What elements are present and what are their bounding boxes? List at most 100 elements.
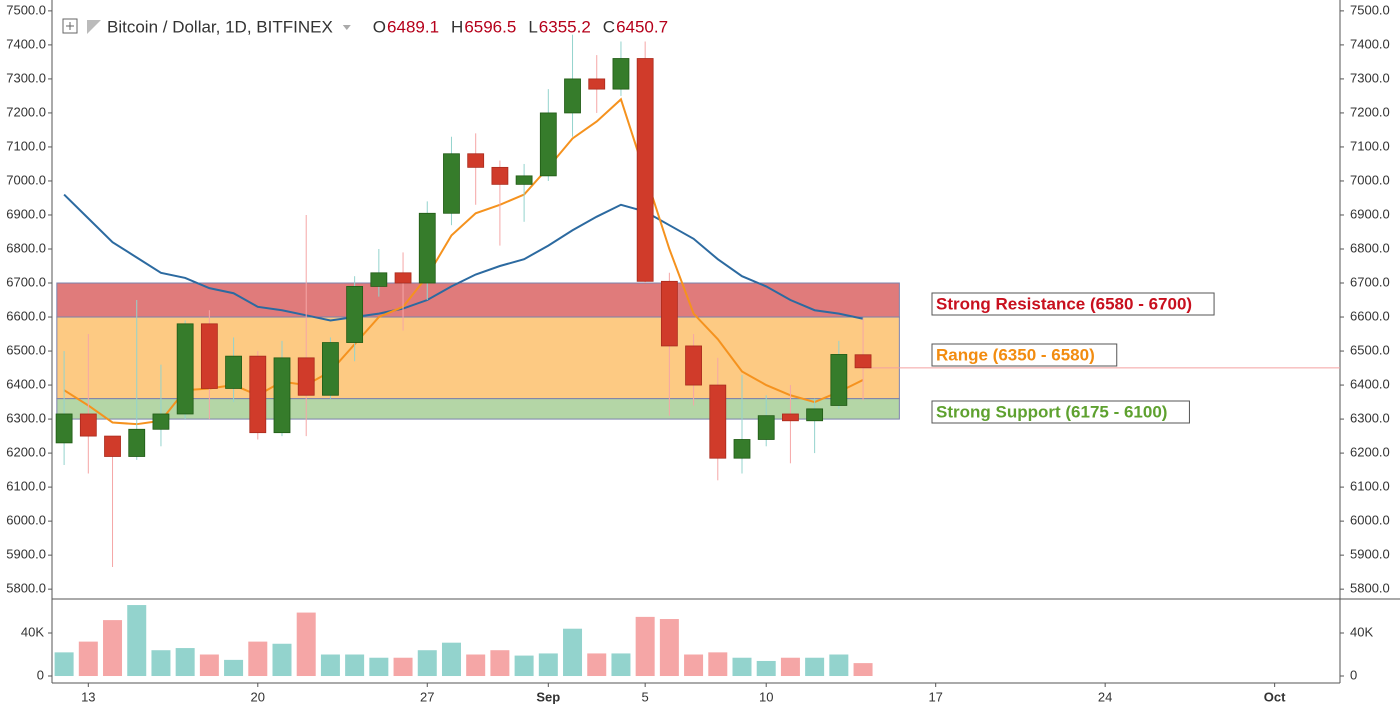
- y-tick-label: 6000.0: [6, 513, 46, 528]
- expand-icon[interactable]: [62, 18, 78, 34]
- y2-tick-label: 6800.0: [1350, 240, 1390, 255]
- y-tick-label: 7000.0: [6, 172, 46, 187]
- volume-bar: [272, 643, 292, 677]
- candle-body: [757, 415, 775, 440]
- y2-tick-label: 6100.0: [1350, 479, 1390, 494]
- x-tick-label: Sep: [536, 689, 560, 704]
- candle-body: [79, 413, 97, 437]
- volume-bar: [78, 641, 98, 677]
- x-tick-label: 27: [420, 689, 434, 704]
- volume-bar: [587, 653, 607, 677]
- candle-body: [491, 166, 509, 185]
- y-tick-label: 6900.0: [6, 206, 46, 221]
- volume-bar: [732, 657, 752, 677]
- volume-bar: [54, 652, 74, 677]
- y2-tick-label: 7400.0: [1350, 36, 1390, 51]
- candle-body: [273, 357, 291, 434]
- volume-bar: [417, 650, 437, 677]
- volume-bar: [853, 663, 873, 677]
- candle-body: [854, 354, 872, 369]
- volume-bar: [296, 612, 316, 677]
- y2-tick-label: 6000.0: [1350, 513, 1390, 528]
- candle-body: [225, 355, 242, 389]
- ohlc-value: 6596.5: [464, 17, 516, 36]
- volume-bar: [780, 657, 800, 677]
- ohlc-value: 6450.7: [616, 17, 668, 36]
- volume-bar: [829, 654, 849, 677]
- zone: [56, 316, 900, 400]
- dropdown-arrow: [342, 25, 351, 30]
- chart-title: Bitcoin / Dollar, 1D, BITFINEX: [107, 17, 333, 36]
- candle-body: [152, 413, 170, 430]
- ohlc-key: C: [603, 17, 615, 36]
- candle-body: [685, 345, 702, 386]
- y2-tick-label: 5900.0: [1350, 547, 1390, 562]
- candle-body: [782, 413, 799, 422]
- candle-body: [370, 272, 388, 287]
- moving-average: [63, 193, 864, 322]
- volume-bar: [805, 657, 825, 677]
- y2-tick-label: 6700.0: [1350, 274, 1390, 289]
- volume-bar: [199, 654, 219, 677]
- candle-body: [249, 355, 267, 434]
- volume-bar: [369, 657, 389, 677]
- volume-bar: [393, 657, 413, 677]
- ohlc-value: 6489.1: [387, 17, 439, 36]
- candle-body: [346, 286, 364, 343]
- x-tick-label: 17: [928, 689, 942, 704]
- volume-bar: [659, 619, 679, 677]
- y-tick-label: 6500.0: [6, 342, 46, 357]
- y2-tick-label: 6200.0: [1350, 445, 1390, 460]
- y2-tick-label: 6900.0: [1350, 206, 1390, 221]
- y2-tick-label: 7300.0: [1350, 70, 1390, 85]
- y2-tick-label: 7000.0: [1350, 172, 1390, 187]
- volume-bar: [320, 654, 340, 677]
- y-tick-label: 6100.0: [6, 479, 46, 494]
- candle-body: [830, 354, 848, 406]
- ohlc-key: O: [373, 17, 386, 36]
- candle-body: [200, 323, 218, 389]
- candle-body: [128, 428, 146, 457]
- y-tick-label: 6400.0: [6, 376, 46, 391]
- candle-body: [588, 78, 606, 90]
- volume-bar: [127, 605, 147, 677]
- volume-bar: [490, 650, 510, 677]
- volume-bar: [538, 653, 558, 677]
- candle-body: [394, 272, 412, 284]
- y2-tick-label: 7200.0: [1350, 104, 1390, 119]
- candle-body: [612, 58, 630, 90]
- ohlc-key: L: [528, 17, 537, 36]
- volume-tick-label-right: 40K: [1350, 624, 1373, 639]
- y-tick-label: 6800.0: [6, 240, 46, 255]
- symbol-icon: [87, 20, 101, 34]
- volume-bar: [224, 659, 244, 677]
- y-tick-label: 6200.0: [6, 445, 46, 460]
- candle-body: [539, 112, 557, 177]
- volume-bar: [563, 628, 583, 677]
- volume-tick-label-right: 0: [1350, 667, 1357, 682]
- panes: [51, 0, 1400, 684]
- candle-body: [709, 384, 727, 459]
- y-tick-label: 7200.0: [6, 104, 46, 119]
- candle-body: [806, 408, 824, 422]
- candle-body: [660, 280, 678, 347]
- candle-body: [418, 212, 436, 284]
- x-tick-label: Oct: [1264, 689, 1286, 704]
- volume-bar: [248, 641, 268, 677]
- volume-bar: [611, 653, 631, 677]
- volume-bar: [756, 660, 776, 677]
- y-tick-label: 7500.0: [6, 2, 46, 17]
- zone-label: Range (6350 - 6580): [936, 345, 1095, 364]
- moving-average: [63, 97, 864, 426]
- volume-bar: [345, 654, 365, 677]
- ohlc-key: H: [451, 17, 463, 36]
- x-tick-label: 10: [759, 689, 773, 704]
- y-tick-label: 7300.0: [6, 70, 46, 85]
- header: Bitcoin / Dollar, 1D, BITFINEX: [62, 17, 333, 36]
- y-tick-label: 7100.0: [6, 138, 46, 153]
- y2-tick-label: 7100.0: [1350, 138, 1390, 153]
- ohlc-value: 6355.2: [539, 17, 591, 36]
- volume-bar: [441, 642, 461, 677]
- candle-body: [515, 175, 533, 185]
